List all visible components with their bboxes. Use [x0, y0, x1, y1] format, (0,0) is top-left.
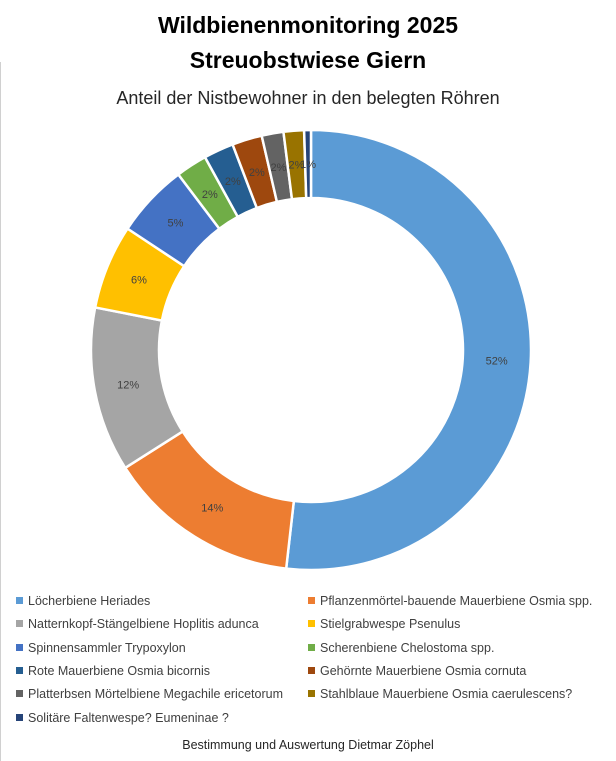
data-label-8: 2% — [270, 162, 286, 174]
legend-label: Stahlblaue Mauerbiene Osmia caerulescens… — [320, 687, 573, 702]
legend-marker — [16, 643, 23, 651]
legend-marker — [308, 690, 315, 698]
legend-label: Rote Mauerbiene Osmia bicornis — [28, 663, 211, 678]
legend-marker — [16, 597, 23, 604]
legend-marker — [16, 620, 23, 628]
legend-marker — [308, 643, 315, 651]
chart-title-line2: Streuobstwiese Giern — [189, 47, 427, 73]
legend-item-8: Platterbsen Mörtelbiene Megachile ericet… — [16, 686, 283, 702]
data-label-10: 1% — [300, 159, 316, 171]
data-label-9: 2% — [288, 160, 304, 172]
legend-marker — [16, 713, 23, 721]
legend-label: Platterbsen Mörtelbiene Megachile ericet… — [28, 687, 283, 702]
legend-marker — [308, 597, 315, 604]
data-label-0: 52% — [486, 356, 508, 368]
legend-label: Spinnensammler Trypoxylon — [28, 640, 186, 655]
legend-item-5: Scherenbiene Chelostoma spp. — [308, 640, 494, 656]
legend-label: Löcherbiene Heriades — [28, 594, 151, 608]
data-label-3: 6% — [131, 274, 147, 286]
data-label-6: 2% — [225, 176, 241, 188]
chart-title: Wildbienenmonitoring 2025 — [157, 12, 459, 38]
legend-marker — [16, 666, 23, 674]
data-label-7: 2% — [249, 167, 265, 179]
data-label-2: 12% — [117, 379, 139, 391]
legend-item-3: Stielgrabwespe Psenulus — [308, 616, 460, 632]
legend-label: Pflanzenmörtel-bauende Mauerbiene Osmia … — [320, 594, 593, 608]
legend-label: Scherenbiene Chelostoma spp. — [320, 640, 495, 655]
legend-item-0: Löcherbiene Heriades — [16, 593, 150, 609]
legend-item-4: Spinnensammler Trypoxylon — [16, 640, 186, 656]
chart-subtitle: Anteil der Nistbewohner in den belegten … — [116, 88, 500, 108]
chart-footer: Bestimmung und Auswertung Dietmar Zöphel — [182, 738, 434, 752]
donut-slice-0 — [284, 128, 533, 572]
legend-label: Gehörnte Mauerbiene Osmia cornuta — [320, 663, 527, 678]
legend-item-9: Stahlblaue Mauerbiene Osmia caerulescens… — [308, 686, 572, 702]
legend-item-1: Pflanzenmörtel-bauende Mauerbiene Osmia … — [308, 593, 592, 609]
chart-area-border — [0, 62, 1, 761]
legend-marker — [16, 690, 23, 698]
legend-marker — [308, 666, 315, 674]
legend-label: Solitäre Faltenwespe? Eumeninae ? — [28, 710, 229, 725]
legend-item-2: Natternkopf-Stängelbiene Hoplitis adunca — [16, 616, 259, 632]
data-label-5: 2% — [202, 189, 218, 201]
donut-slice-10 — [302, 128, 313, 200]
legend-item-6: Rote Mauerbiene Osmia bicornis — [16, 663, 210, 679]
legend-label: Stielgrabwespe Psenulus — [320, 617, 461, 632]
legend-item-10: Solitäre Faltenwespe? Eumeninae ? — [16, 710, 229, 726]
donut-chart: 52%14%12%6%5%2%2%2% 2% 2%1% — [89, 128, 533, 572]
data-label-1: 14% — [201, 503, 223, 515]
legend-label: Natternkopf-Stängelbiene Hoplitis adunca — [28, 617, 259, 632]
legend-marker — [308, 620, 315, 628]
legend-item-7: Gehörnte Mauerbiene Osmia cornuta — [308, 663, 526, 679]
data-label-4: 5% — [167, 218, 183, 230]
